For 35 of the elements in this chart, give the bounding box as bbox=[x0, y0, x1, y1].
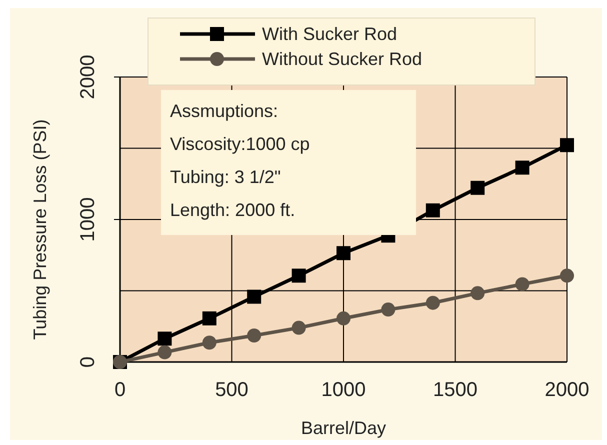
annotation: Viscosity:1000 cp bbox=[170, 134, 310, 154]
point bbox=[560, 138, 574, 152]
point bbox=[247, 290, 262, 304]
point bbox=[202, 311, 216, 326]
point bbox=[336, 311, 350, 326]
point bbox=[292, 320, 306, 335]
point bbox=[158, 332, 172, 346]
annotation: Tubing: 3 1/2" bbox=[170, 167, 281, 187]
x-tick-label: 1000 bbox=[321, 379, 366, 401]
point bbox=[247, 328, 262, 342]
point bbox=[560, 268, 574, 283]
point bbox=[470, 286, 485, 300]
point bbox=[336, 246, 350, 260]
y-tick-label: 0 bbox=[77, 356, 99, 368]
x-axis-title: Barrel/Day bbox=[300, 418, 386, 438]
point bbox=[158, 345, 172, 360]
y-tick-label: 2000 bbox=[77, 54, 99, 100]
x-tick-label: 1500 bbox=[433, 379, 478, 401]
legend-label: Without Sucker Rod bbox=[262, 49, 422, 69]
point bbox=[515, 160, 530, 175]
point bbox=[470, 180, 485, 195]
point bbox=[381, 302, 396, 317]
point bbox=[202, 336, 216, 350]
annotation: Length: 2000 ft. bbox=[170, 200, 296, 220]
point bbox=[515, 277, 530, 292]
legend-label: With Sucker Rod bbox=[262, 24, 398, 44]
y-axis-title: Tubing Pressure Loss (PSI) bbox=[30, 119, 50, 340]
point bbox=[292, 268, 306, 283]
point bbox=[426, 296, 440, 310]
point bbox=[426, 203, 440, 218]
x-tick-label: 0 bbox=[114, 379, 126, 401]
x-tick-label: 500 bbox=[215, 379, 248, 401]
annotation: Assmuptions: bbox=[170, 101, 278, 121]
x-tick-label: 2000 bbox=[544, 379, 590, 401]
y-tick-label: 1000 bbox=[77, 197, 99, 242]
